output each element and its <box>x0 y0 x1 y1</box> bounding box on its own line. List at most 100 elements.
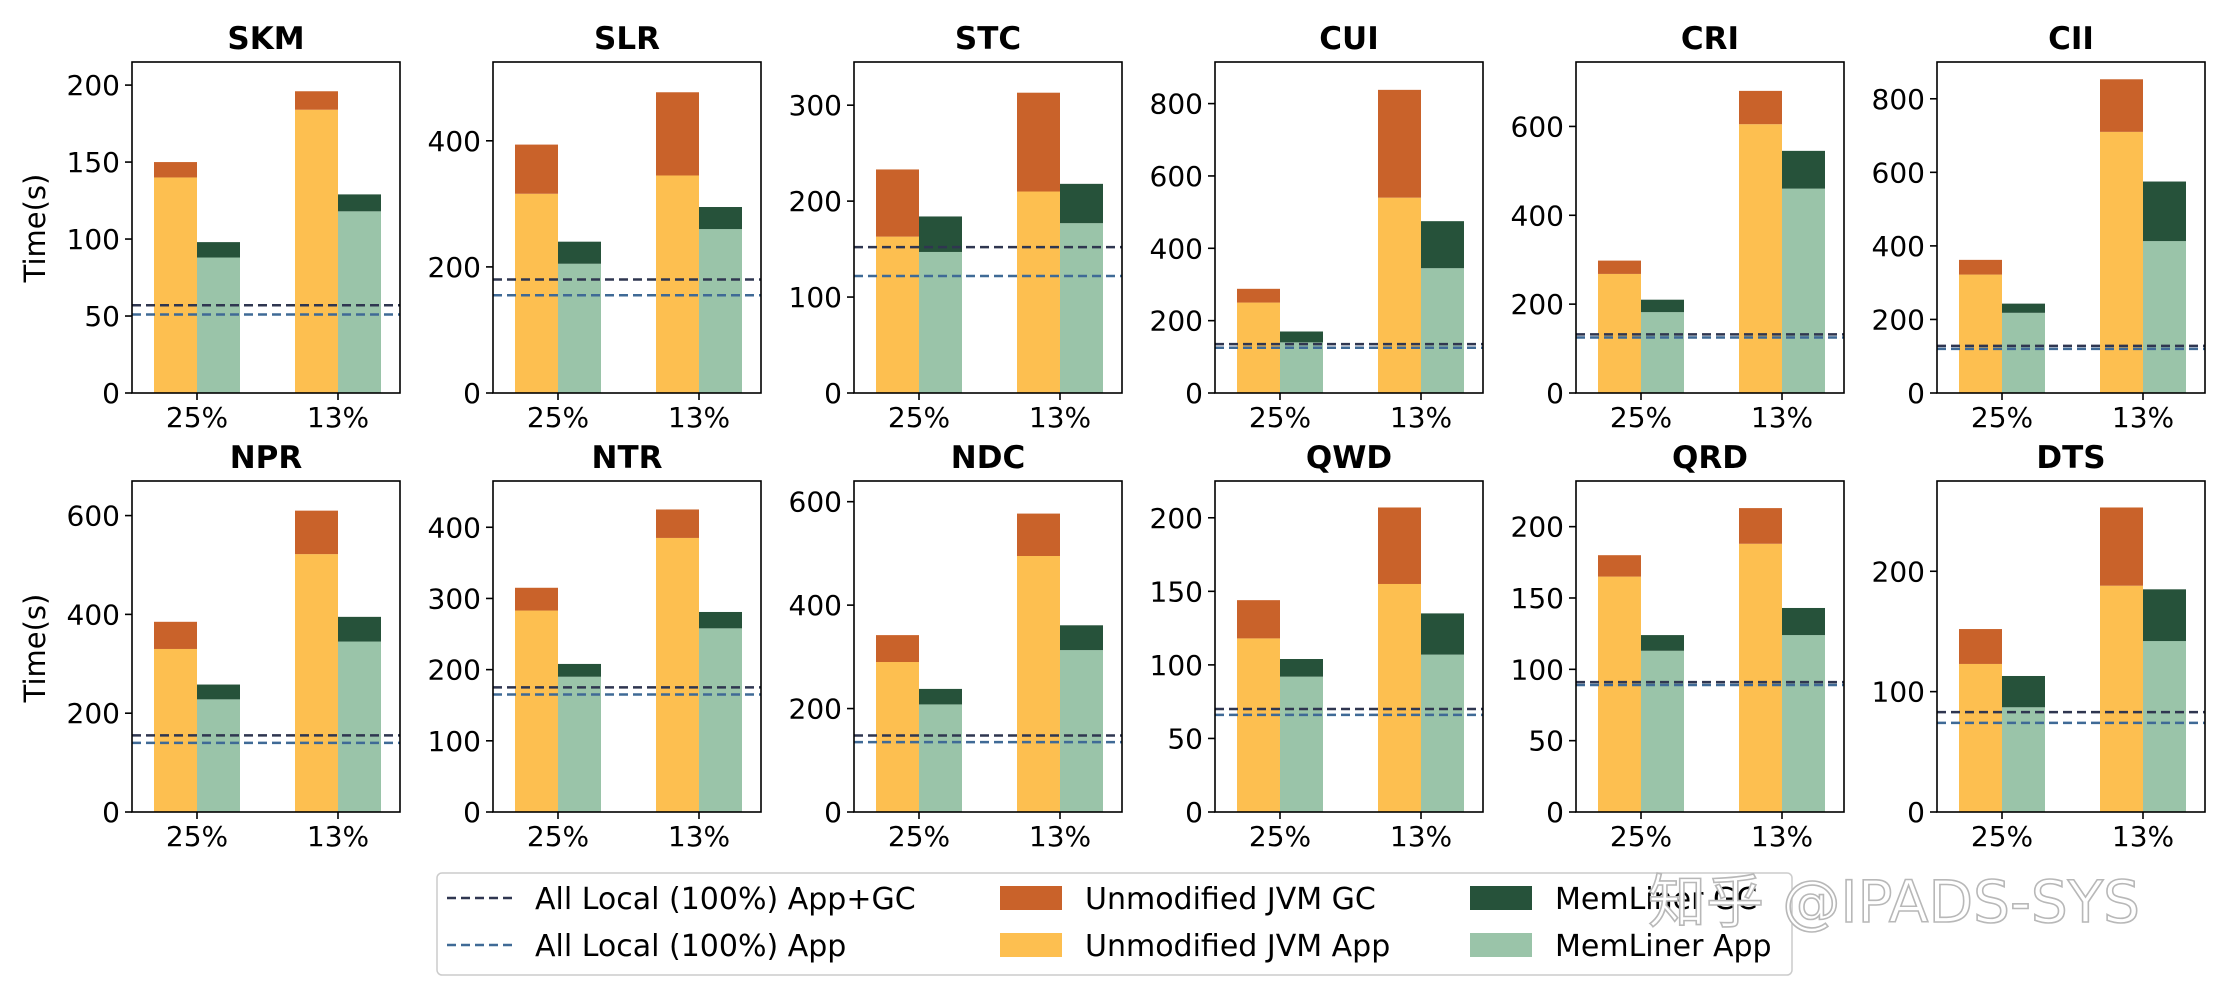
bar-memliner-app-25pct <box>197 699 240 812</box>
legend-swatch-jvm-app <box>1000 933 1062 957</box>
bar-memliner-gc-25pct <box>197 684 240 700</box>
bar-jvm-app-13pct <box>1378 583 1421 812</box>
bar-jvm-app-13pct <box>1378 197 1421 393</box>
y-tick-label: 100 <box>1150 649 1203 682</box>
bar-jvm-gc-13pct <box>1739 508 1782 544</box>
x-tick-label: 25% <box>1610 401 1672 434</box>
y-tick-label: 400 <box>428 125 481 158</box>
legend-label-jvm-app: Unmodified JVM App <box>1085 929 1390 964</box>
bar-memliner-app-25pct <box>919 251 962 393</box>
bar-memliner-gc-13pct <box>338 194 381 212</box>
panel-slr: 0 200 400 25% 13% SLR <box>428 21 762 434</box>
bar-jvm-gc-13pct <box>295 510 338 555</box>
y-tick-label: 0 <box>1907 377 1925 410</box>
y-tick-label: 600 <box>1872 156 1925 189</box>
bar-memliner-app-25pct <box>197 257 240 393</box>
bar-memliner-app-13pct <box>1060 223 1103 393</box>
axes-frame <box>492 61 762 394</box>
bar-jvm-app-25pct <box>515 610 558 812</box>
bar-memliner-app-25pct <box>1641 650 1684 812</box>
bar-jvm-gc-25pct <box>1237 600 1280 639</box>
legend-frame <box>436 872 1793 976</box>
bar-memliner-gc-25pct <box>2002 303 2045 313</box>
bar-memliner-gc-13pct <box>338 616 381 642</box>
y-tick-label: 0 <box>1546 377 1564 410</box>
bar-jvm-gc-13pct <box>2100 79 2143 132</box>
y-tick-label: 0 <box>463 796 481 829</box>
bar-jvm-app-25pct <box>876 662 919 812</box>
bar-jvm-app-25pct <box>515 193 558 393</box>
legend-label-local-app: All Local (100%) App <box>535 929 846 964</box>
x-tick-label: 13% <box>307 820 369 853</box>
bar-jvm-gc-25pct <box>515 587 558 611</box>
panel-title: CUI <box>1319 21 1378 57</box>
bar-jvm-app-13pct <box>295 109 338 393</box>
panel-title: NPR <box>230 440 303 476</box>
y-tick-label: 600 <box>1511 110 1564 143</box>
panel-title: SKM <box>227 21 304 57</box>
y-tick-label: 100 <box>789 281 842 314</box>
y-tick-label: 400 <box>789 589 842 622</box>
bar-jvm-gc-25pct <box>154 162 197 178</box>
bar-jvm-gc-13pct <box>1017 92 1060 192</box>
y-tick-label: 100 <box>1511 653 1564 686</box>
y-tick-label: 300 <box>428 582 481 615</box>
panel-ntr: 0 100 200 300 400 25% 13% NTR <box>428 440 762 853</box>
axes-frame <box>492 480 762 813</box>
bar-jvm-app-13pct <box>295 554 338 812</box>
bar-jvm-gc-13pct <box>1378 89 1421 198</box>
bar-memliner-app-13pct <box>1782 635 1825 812</box>
y-axis-label-top: Time(s) <box>18 174 52 284</box>
bar-memliner-app-13pct <box>1421 268 1464 393</box>
panel-title: CRI <box>1681 21 1739 57</box>
bar-memliner-gc-13pct <box>1060 183 1103 224</box>
bar-memliner-app-25pct <box>2002 312 2045 393</box>
y-tick-label: 400 <box>1150 232 1203 265</box>
legend-label-jvm-gc: Unmodified JVM GC <box>1085 882 1376 917</box>
y-tick-label: 0 <box>1546 796 1564 829</box>
y-tick-label: 200 <box>428 251 481 284</box>
y-tick-label: 200 <box>789 693 842 726</box>
y-tick-label: 0 <box>102 796 120 829</box>
axes-frame <box>1214 480 1484 813</box>
bar-jvm-app-25pct <box>1598 576 1641 812</box>
x-tick-label: 25% <box>527 820 589 853</box>
x-tick-label: 25% <box>1249 820 1311 853</box>
bar-jvm-app-13pct <box>2100 585 2143 812</box>
y-tick-label: 200 <box>1872 303 1925 336</box>
bar-jvm-gc-25pct <box>876 169 919 237</box>
bar-jvm-app-13pct <box>656 537 699 812</box>
panel-ndc: 0 200 400 600 25% 13% NDC <box>789 440 1123 853</box>
bar-jvm-app-13pct <box>656 175 699 393</box>
bar-memliner-gc-13pct <box>1060 625 1103 651</box>
bar-memliner-gc-25pct <box>2002 675 2045 708</box>
bar-memliner-app-25pct <box>1280 676 1323 812</box>
bar-jvm-app-13pct <box>1017 555 1060 812</box>
bar-jvm-gc-25pct <box>876 635 919 663</box>
bar-jvm-gc-25pct <box>1237 288 1280 303</box>
y-tick-label: 50 <box>84 300 120 333</box>
axes-frame <box>131 480 401 813</box>
x-tick-label: 25% <box>166 820 228 853</box>
bar-jvm-app-25pct <box>1237 638 1280 812</box>
x-tick-label: 25% <box>888 401 950 434</box>
y-tick-label: 400 <box>428 511 481 544</box>
bar-memliner-gc-13pct <box>1782 607 1825 636</box>
y-tick-label: 0 <box>463 377 481 410</box>
x-tick-label: 13% <box>1390 401 1452 434</box>
bar-jvm-gc-25pct <box>154 621 197 649</box>
bar-memliner-app-25pct <box>558 263 601 393</box>
y-tick-label: 150 <box>1150 575 1203 608</box>
legend: All Local (100%) App+GC All Local (100%)… <box>436 872 1793 976</box>
panel-cri: 0 200 400 600 25% 13% CRI <box>1511 21 1845 434</box>
bar-memliner-app-25pct <box>1280 342 1323 393</box>
legend-swatch-memliner-gc <box>1470 886 1532 910</box>
x-tick-label: 13% <box>1390 820 1452 853</box>
y-tick-label: 200 <box>1511 288 1564 321</box>
legend-label-local-total: All Local (100%) App+GC <box>535 882 916 917</box>
y-tick-label: 150 <box>1511 582 1564 615</box>
bar-memliner-app-13pct <box>1782 188 1825 393</box>
y-tick-label: 300 <box>789 89 842 122</box>
y-axis-label-bottom: Time(s) <box>18 594 52 704</box>
